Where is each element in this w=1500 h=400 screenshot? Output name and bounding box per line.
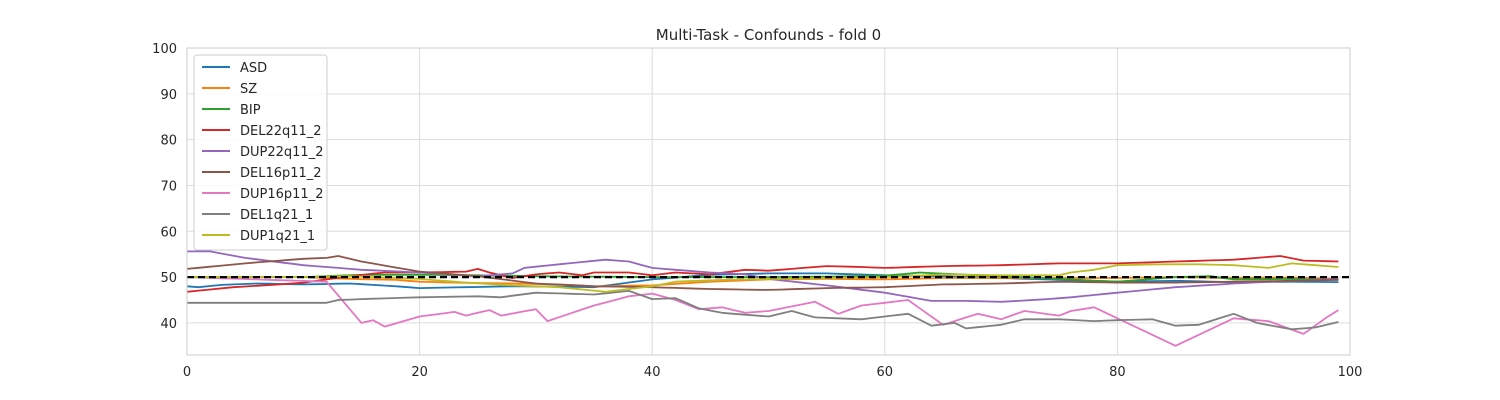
series-line-del22q11-2 (186, 255, 1339, 293)
x-tick-label: 100 (1338, 365, 1363, 380)
y-tick-label: 90 (160, 88, 177, 103)
y-tick-label: 100 (152, 42, 177, 57)
series-line-del1q21-1 (187, 289, 1339, 331)
legend-label: ASD (240, 61, 267, 76)
legend-label: BIP (240, 103, 261, 118)
legend-label: DEL16p11_2 (240, 166, 322, 181)
y-tick-label: 50 (160, 271, 177, 286)
x-tick-label: 0 (183, 365, 191, 380)
x-tick-label: 20 (411, 365, 428, 380)
legend-label: DEL1q21_1 (240, 208, 313, 223)
chart-title: Multi-Task - Confounds - fold 0 (656, 26, 881, 44)
y-tick-label: 40 (160, 317, 177, 332)
x-tick-label: 60 (877, 365, 894, 380)
series-lines (186, 250, 1339, 347)
y-tick-label: 60 (160, 225, 177, 240)
legend-label: DUP1q21_1 (240, 229, 315, 244)
series-line-del16p11-2 (186, 255, 1339, 291)
legend-box (193, 54, 328, 251)
x-axis-ticks: 0 20 40 60 80 100 (183, 365, 1363, 380)
series-line-dup16p11-2 (186, 276, 1339, 347)
y-tick-label: 80 (160, 134, 177, 149)
x-tick-label: 80 (1109, 365, 1126, 380)
plot-frame (186, 47, 1351, 356)
y-axis-ticks: 40 50 60 70 80 90 100 (152, 42, 177, 332)
series-line-asd (186, 272, 1339, 290)
legend-label: DEL22q11_2 (240, 124, 322, 139)
plot-area (187, 48, 1350, 355)
legend-label: DUP16p11_2 (240, 187, 323, 202)
legend-label: DUP22q11_2 (240, 145, 323, 160)
y-tick-label: 70 (160, 179, 177, 194)
x-tick-label: 40 (644, 365, 661, 380)
legend-label: SZ (240, 82, 257, 97)
legend: ASD SZ BIP DEL22q11_2 DUP22q11_2 DEL16p11_2 DU… (193, 54, 328, 251)
